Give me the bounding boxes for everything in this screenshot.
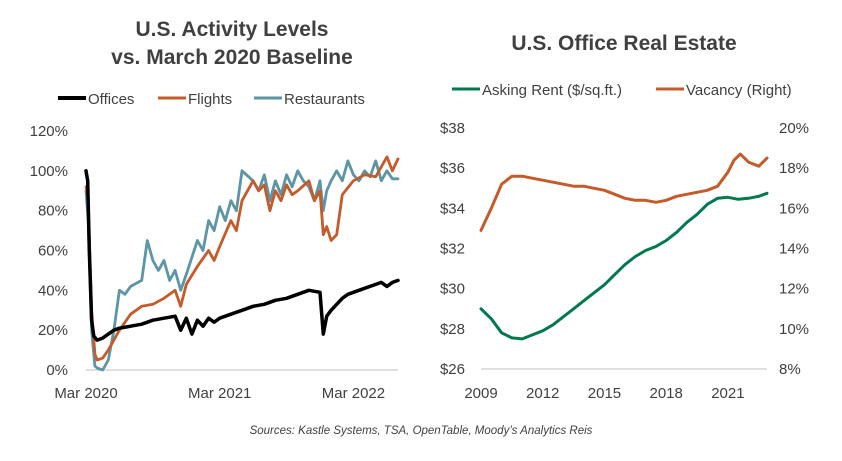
series-line-flights <box>84 155 400 362</box>
right-x-tick-labels: 2009 2012 2015 2018 2021 <box>464 385 744 402</box>
right-y-tick-26: $26 <box>440 361 465 378</box>
legend-label-vacancy: Vacancy (Right) <box>686 82 792 99</box>
series-line-offices <box>84 169 400 342</box>
left-y-tick-0: 0% <box>46 362 68 379</box>
left-x-tick-mar-2021: Mar 2021 <box>188 385 251 402</box>
right-x-tick-2021: 2021 <box>711 385 744 402</box>
legend-label-asking-rent: Asking Rent ($/sq.ft.) <box>482 82 622 99</box>
right-y-tick-28: $28 <box>440 321 465 338</box>
right-y2-tick-12: 12% <box>779 281 809 298</box>
left-y-tick-40: 40% <box>38 282 68 299</box>
legend-label-flights: Flights <box>188 91 232 108</box>
legend-label-offices: Offices <box>88 91 134 108</box>
right-legend: Asking Rent ($/sq.ft.) Vacancy (Right) <box>452 82 792 99</box>
right-y-tick-32: $32 <box>440 241 465 258</box>
left-y-tick-labels: 0% 20% 40% 60% 80% 100% 120% <box>30 123 68 379</box>
left-y-tick-100: 100% <box>30 163 68 180</box>
right-x-tick-2015: 2015 <box>588 385 621 402</box>
left-chart-title-line-2: vs. March 2020 Baseline <box>111 46 353 69</box>
right-y2-tick-14: 14% <box>779 241 809 258</box>
left-x-tick-labels: Mar 2020 Mar 2021 Mar 2022 <box>54 385 385 402</box>
right-x-tick-2012: 2012 <box>526 385 559 402</box>
right-y2-tick-8: 8% <box>779 361 801 378</box>
right-y-tick-38: $38 <box>440 120 465 137</box>
series-line-restaurants <box>84 159 400 372</box>
right-series-lines <box>479 152 769 341</box>
left-y-tick-120: 120% <box>30 123 68 140</box>
source-note: Sources: Kastle Systems, TSA, OpenTable,… <box>250 425 593 437</box>
right-x-tick-2009: 2009 <box>464 385 497 402</box>
right-y2-tick-16: 16% <box>779 200 809 217</box>
office-real-estate-chart: U.S. Office Real Estate Asking Rent ($/s… <box>440 32 809 402</box>
right-y2-tick-10: 10% <box>779 321 809 338</box>
left-legend: Offices Flights Restaurants <box>58 91 365 108</box>
left-y-tick-20: 20% <box>38 322 68 339</box>
left-x-tick-mar-2022: Mar 2022 <box>322 385 385 402</box>
right-y-tick-36: $36 <box>440 160 465 177</box>
series-line-vacancy-right <box>479 152 769 232</box>
right-x-tick-2018: 2018 <box>649 385 682 402</box>
right-chart-title: U.S. Office Real Estate <box>511 32 736 55</box>
right-left-y-tick-labels: $26 $28 $30 $32 $34 $36 $38 <box>440 120 465 378</box>
right-y2-tick-18: 18% <box>779 160 809 177</box>
series-line-asking-rent-sq-ft <box>479 191 769 341</box>
right-y-tick-30: $30 <box>440 281 465 298</box>
left-y-tick-80: 80% <box>38 203 68 220</box>
right-y2-tick-20: 20% <box>779 120 809 137</box>
left-y-tick-60: 60% <box>38 243 68 260</box>
left-series-lines <box>84 155 400 372</box>
left-x-tick-mar-2020: Mar 2020 <box>54 385 117 402</box>
right-y-tick-34: $34 <box>440 200 465 217</box>
left-chart-title-line-1: U.S. Activity Levels <box>136 18 329 41</box>
legend-label-restaurants: Restaurants <box>284 91 365 108</box>
right-right-y-tick-labels: 8% 10% 12% 14% 16% 18% 20% <box>779 120 809 378</box>
activity-levels-chart: U.S. Activity Levels vs. March 2020 Base… <box>30 18 400 402</box>
